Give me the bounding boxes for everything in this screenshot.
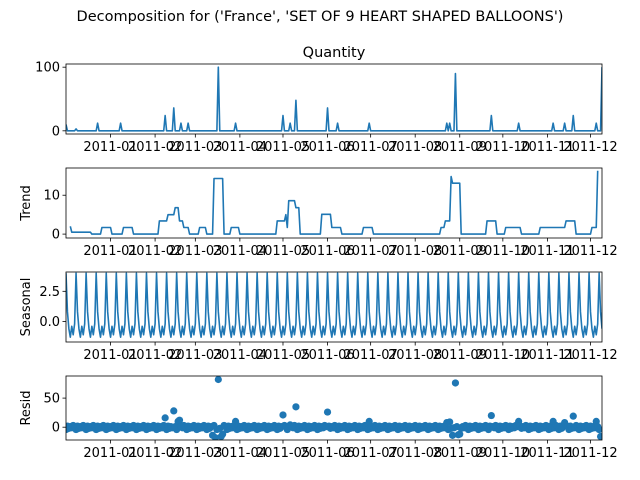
quantity-series-line bbox=[66, 66, 602, 132]
seasonal-plot-area bbox=[66, 272, 602, 338]
quantity-xtick-label: 2011-02 bbox=[128, 140, 182, 155]
seasonal-ylabel: Seasonal bbox=[19, 278, 34, 337]
subplot-trend: 0102011-012011-022011-032011-042011-0520… bbox=[19, 167, 618, 259]
resid-point bbox=[292, 403, 300, 411]
resid-point bbox=[365, 417, 373, 425]
resid-xtick-label: 2011-05 bbox=[256, 446, 310, 461]
trend-xtick-label: 2011-12 bbox=[563, 244, 617, 259]
resid-point bbox=[170, 407, 178, 415]
seasonal-ytick-label: 2.5 bbox=[39, 285, 60, 300]
resid-xtick-label: 2011-11 bbox=[520, 446, 574, 461]
quantity-xtick-label: 2011-03 bbox=[168, 140, 222, 155]
seasonal-xtick-label: 2011-01 bbox=[83, 348, 137, 363]
quantity-axes-frame bbox=[65, 63, 603, 135]
seasonal-xtick-label: 2011-04 bbox=[213, 348, 267, 363]
quantity-xtick-label: 2011-09 bbox=[433, 140, 487, 155]
resid-point bbox=[487, 411, 495, 420]
quantity-xtick-label: 2011-07 bbox=[343, 140, 397, 155]
resid-point bbox=[175, 416, 184, 424]
subplot-seasonal: 0.02.52011-012011-022011-032011-042011-0… bbox=[19, 271, 618, 363]
trend-xtick-label: 2011-01 bbox=[83, 244, 137, 259]
seasonal-xtick-label: 2011-12 bbox=[563, 348, 617, 363]
resid-xtick-label: 2011-10 bbox=[476, 446, 530, 461]
trend-plot-area bbox=[69, 170, 599, 235]
resid-plot-area bbox=[66, 376, 602, 440]
resid-point bbox=[211, 434, 220, 440]
quantity-ytick-label: 100 bbox=[35, 61, 60, 76]
resid-point bbox=[446, 418, 454, 426]
resid-ytick-label: 0 bbox=[52, 421, 60, 436]
trend-ylabel: Trend bbox=[19, 185, 34, 222]
trend-xtick-label: 2011-10 bbox=[476, 244, 530, 259]
quantity-title: Quantity bbox=[303, 45, 366, 61]
trend-xtick-label: 2011-08 bbox=[388, 244, 442, 259]
seasonal-ytick-label: 0.0 bbox=[39, 315, 60, 330]
trend-xtick-label: 2011-04 bbox=[213, 244, 267, 259]
resid-xtick-label: 2011-02 bbox=[128, 446, 182, 461]
resid-point bbox=[598, 434, 602, 440]
resid-xtick-label: 2011-01 bbox=[83, 446, 137, 461]
resid-xtick-label: 2011-03 bbox=[168, 446, 222, 461]
seasonal-series-line bbox=[66, 272, 602, 338]
resid-point bbox=[279, 411, 287, 419]
figure-suptitle: Decomposition for ('France', 'SET OF 9 H… bbox=[77, 9, 564, 25]
seasonal-xtick-label: 2011-07 bbox=[343, 348, 397, 363]
trend-xtick-label: 2011-11 bbox=[520, 244, 574, 259]
quantity-xtick-label: 2011-08 bbox=[388, 140, 442, 155]
resid-xtick-label: 2011-04 bbox=[213, 446, 267, 461]
quantity-xtick-label: 2011-12 bbox=[563, 140, 617, 155]
resid-point bbox=[219, 430, 227, 438]
trend-series-line bbox=[69, 170, 599, 235]
resid-xtick-label: 2011-09 bbox=[433, 446, 487, 461]
quantity-xtick-label: 2011-04 bbox=[213, 140, 267, 155]
resid-xtick-label: 2011-06 bbox=[300, 446, 354, 461]
seasonal-xtick-label: 2011-10 bbox=[476, 348, 530, 363]
seasonal-xtick-label: 2011-06 bbox=[300, 348, 354, 363]
quantity-xtick-label: 2011-01 bbox=[83, 140, 137, 155]
resid-xtick-label: 2011-07 bbox=[343, 446, 397, 461]
seasonal-xtick-label: 2011-05 bbox=[256, 348, 310, 363]
resid-point bbox=[214, 376, 222, 384]
subplot-resid: 0502011-012011-022011-032011-042011-0520… bbox=[19, 375, 618, 461]
trend-ytick-label: 10 bbox=[43, 189, 60, 204]
resid-point bbox=[161, 414, 169, 422]
trend-xtick-label: 2011-06 bbox=[300, 244, 354, 259]
subplot-quantity: 01002011-012011-022011-032011-042011-052… bbox=[35, 45, 617, 155]
seasonal-xtick-label: 2011-11 bbox=[520, 348, 574, 363]
quantity-plot-area bbox=[66, 66, 602, 132]
quantity-xtick-label: 2011-10 bbox=[476, 140, 530, 155]
seasonal-xtick-label: 2011-02 bbox=[128, 348, 182, 363]
trend-xtick-label: 2011-07 bbox=[343, 244, 397, 259]
resid-point bbox=[323, 408, 332, 416]
quantity-xtick-label: 2011-11 bbox=[520, 140, 574, 155]
resid-point bbox=[595, 425, 602, 434]
trend-xtick-label: 2011-09 bbox=[433, 244, 487, 259]
seasonal-xtick-label: 2011-03 bbox=[168, 348, 222, 363]
quantity-xtick-label: 2011-05 bbox=[256, 140, 310, 155]
resid-ytick-label: 50 bbox=[43, 392, 60, 407]
quantity-xtick-label: 2011-06 bbox=[300, 140, 354, 155]
resid-axes-frame bbox=[65, 375, 603, 441]
trend-xtick-label: 2011-05 bbox=[256, 244, 310, 259]
trend-xtick-label: 2011-03 bbox=[168, 244, 222, 259]
resid-point bbox=[451, 379, 460, 387]
resid-ylabel: Resid bbox=[19, 390, 34, 425]
resid-point bbox=[448, 431, 457, 439]
seasonal-axes-frame bbox=[65, 271, 603, 343]
trend-axes-frame bbox=[65, 167, 603, 239]
trend-xtick-label: 2011-02 bbox=[128, 244, 182, 259]
resid-point bbox=[456, 430, 464, 438]
seasonal-xtick-label: 2011-08 bbox=[388, 348, 442, 363]
quantity-ytick-label: 0 bbox=[52, 124, 60, 139]
resid-point bbox=[569, 412, 577, 420]
trend-ytick-label: 0 bbox=[52, 228, 60, 243]
seasonal-xtick-label: 2011-09 bbox=[433, 348, 487, 363]
resid-xtick-label: 2011-12 bbox=[563, 446, 617, 461]
resid-xtick-label: 2011-08 bbox=[388, 446, 442, 461]
